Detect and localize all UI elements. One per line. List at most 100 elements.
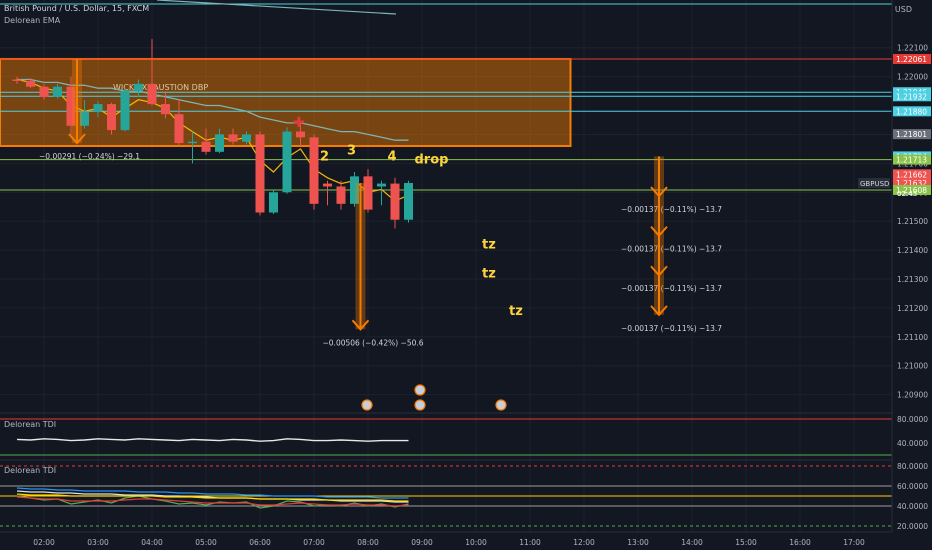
- indicator-legend[interactable]: Delorean EMA: [4, 16, 61, 25]
- measure-tools: −0.00291 (−0.24%) −29.1 −0.00506 (−0.42%)…: [39, 58, 722, 347]
- measure-label: −0.00137 (−0.11%) −13.7: [621, 284, 722, 293]
- ema-slow-top-segment: [156, 0, 397, 15]
- annotation-text: tz: [482, 267, 496, 282]
- candle-body: [269, 192, 278, 213]
- tdi2-series-line: [16, 493, 409, 502]
- signal-marker: ✚: [293, 115, 305, 131]
- currency-label: USD: [894, 5, 912, 14]
- tdi2-level-label: 20.0000: [897, 522, 928, 531]
- tdi-panel-1-label[interactable]: Delorean TDI: [4, 420, 57, 429]
- time-tick-label: 02:00: [33, 538, 55, 547]
- price-tick-label: 1.22100: [897, 44, 928, 53]
- measure-label: −0.00137 (−0.11%) −13.7: [621, 324, 722, 333]
- time-tick-label: 15:00: [735, 538, 757, 547]
- time-tick-label: 04:00: [141, 538, 163, 547]
- candle-body: [377, 183, 386, 187]
- tdi2-level-label: 60.0000: [897, 482, 928, 491]
- event-flag-icon: [414, 399, 426, 411]
- candle-body: [147, 83, 157, 105]
- candle-body: [134, 83, 143, 92]
- annotation-text: tz: [509, 304, 523, 319]
- candle-body: [309, 137, 319, 204]
- annotation-text: 3: [347, 144, 356, 159]
- price-tag: [893, 169, 931, 180]
- price-tick-label: 1.21200: [897, 304, 928, 313]
- zone-layer: WICK EXHAUSTION DBP: [0, 57, 572, 148]
- measure-arrow-head: [650, 186, 668, 198]
- price-tag-label: 1.21713: [896, 156, 927, 165]
- price-tick-label: 1.21400: [897, 246, 928, 255]
- measure-label: −0.00137 (−0.11%) −13.7: [621, 245, 722, 254]
- time-tick-label: 05:00: [195, 538, 217, 547]
- tdi1-level-label: 40.0000: [897, 439, 928, 448]
- time-tick-label: 11:00: [519, 538, 541, 547]
- event-flag-icon: [361, 399, 373, 411]
- tdi1-line: [16, 438, 409, 442]
- time-tick-label: 13:00: [627, 538, 649, 547]
- candles: [12, 39, 413, 229]
- time-tick-label: 09:00: [411, 538, 433, 547]
- price-axis[interactable]: 1.221001.220001.218001.217001.216001.215…: [858, 0, 931, 532]
- time-tick-label: 07:00: [303, 538, 325, 547]
- candle-body: [188, 141, 197, 144]
- measure-label: −0.00506 (−0.42%) −50.6: [323, 338, 424, 347]
- price-tag-label: 1.21632: [896, 179, 927, 188]
- candle-body: [363, 176, 373, 210]
- time-axis[interactable]: 02:00 03:00 04:00 05:00 06:00 07:00 08:00 09:00…: [0, 531, 892, 547]
- annotation-text: 4: [388, 149, 397, 164]
- price-tag: [893, 178, 931, 189]
- price-tag-label: 1.21801: [896, 130, 927, 139]
- candle-body: [336, 186, 346, 204]
- tdi-panel-2-label[interactable]: Delorean TDI: [4, 466, 57, 475]
- candle-body: [107, 104, 116, 131]
- price-tag-label: 1.21608: [896, 186, 927, 195]
- candle-body: [390, 183, 400, 220]
- time-tick-label: 14:00: [681, 538, 703, 547]
- measure-arrow-head: [650, 225, 668, 238]
- ema-slow-line: [17, 78, 409, 141]
- ema-fast-line: [16, 78, 409, 202]
- candle-body: [296, 131, 305, 138]
- ema-lines: [16, 78, 409, 202]
- tdi2-level-label: 40.0000: [897, 502, 928, 511]
- symbol-title: British Pound / U.S. Dollar, 15, FXCM: [4, 4, 150, 13]
- zone-label: WICK EXHAUSTION DBP: [113, 83, 208, 92]
- candle-body: [26, 80, 35, 87]
- candle-body: [242, 134, 251, 142]
- measure-label: −0.00137 (−0.11%) −13.7: [621, 205, 722, 214]
- price-tick-label: 1.20900: [897, 391, 928, 400]
- symbol-tag-label: GBPUSD: [860, 180, 889, 188]
- time-tick-label: 08:00: [357, 538, 379, 547]
- tdi2-series-line: [16, 496, 409, 507]
- candle-body: [201, 141, 211, 152]
- annotations: 2 3 4 drop tz tz tz ✚: [293, 115, 523, 319]
- candle-body: [66, 86, 76, 126]
- candle-body: [80, 111, 89, 126]
- tdi2-level-label: 80.0000: [897, 462, 928, 471]
- price-tick-label: 1.21000: [897, 362, 928, 371]
- candle-body: [120, 91, 130, 131]
- price-tag-label: 1.21932: [896, 92, 927, 101]
- annotation-text: 2: [320, 149, 329, 164]
- time-tick-label: 17:00: [843, 538, 865, 547]
- candle-body: [53, 86, 62, 97]
- candle-body: [350, 176, 359, 204]
- price-tag: [893, 53, 931, 64]
- candle-body: [39, 86, 49, 97]
- price-tag: [893, 129, 931, 140]
- time-tick-label: 03:00: [87, 538, 109, 547]
- price-tick-label: 1.21500: [897, 217, 928, 226]
- price-tick-label: 1.21300: [897, 275, 928, 284]
- event-flag-icon: [495, 399, 507, 411]
- candle-body: [404, 183, 413, 220]
- price-tag: [893, 154, 931, 165]
- measure-label: −0.00291 (−0.24%) −29.1: [39, 152, 140, 161]
- annotation-text: tz: [482, 238, 496, 253]
- price-tag-label: 1.21662: [896, 170, 927, 179]
- price-tag: [893, 106, 931, 117]
- price-tag-label: 1.21880: [896, 107, 927, 116]
- time-tick-label: 06:00: [249, 538, 271, 547]
- price-tag: [893, 91, 931, 102]
- price-tag-label: 1.22061: [896, 55, 927, 64]
